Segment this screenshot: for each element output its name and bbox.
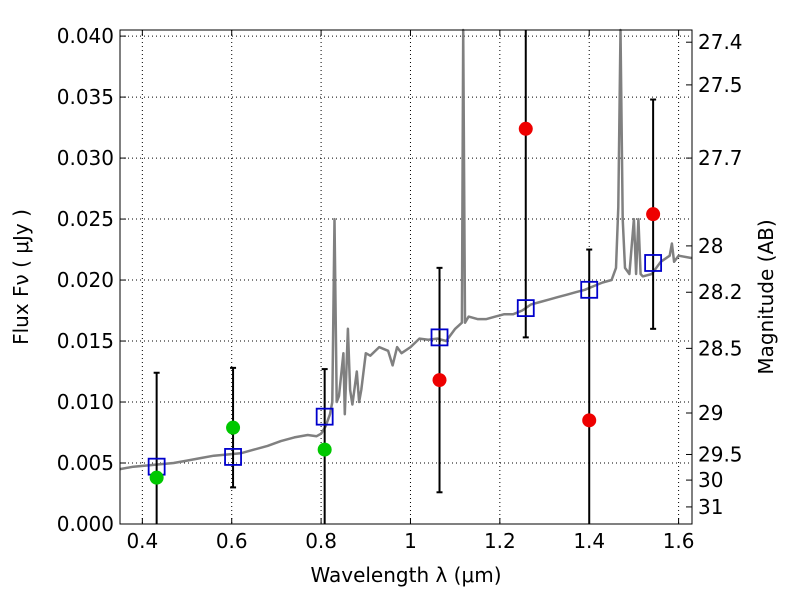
- y-tick-label: 0.000: [57, 512, 114, 536]
- errorbar-layer: [153, 30, 657, 524]
- model-square-marker: [315, 407, 334, 426]
- y-tick-label: 0.015: [57, 329, 114, 353]
- right-tick-label: 28.2: [698, 280, 743, 304]
- observed-point-marker: [646, 207, 661, 222]
- right-tick-label: 29.5: [698, 442, 743, 466]
- right-tick-label: 29: [698, 401, 723, 425]
- x-tick-label: 0.8: [305, 529, 337, 553]
- x-tick-label: 1.2: [484, 529, 516, 553]
- right-tick-label: 31: [698, 495, 723, 519]
- model-square-marker: [644, 254, 663, 272]
- observed-point-marker: [582, 413, 597, 428]
- tick-layer: 0.4 0.6 0.8 1 1.2 1.4 1.6 0.000 0.005 0.010 0.015 0…: [57, 24, 743, 553]
- observed-point-marker: [149, 470, 164, 485]
- right-axis-label: Magnitude (AB): [754, 219, 778, 374]
- y-tick-label: 0.035: [57, 85, 114, 109]
- right-tick-label: 30: [698, 468, 723, 492]
- y-tick-label: 0.025: [57, 207, 114, 231]
- y-tick-label: 0.010: [57, 390, 114, 414]
- x-tick-label: 1: [404, 529, 417, 553]
- spectrum-layer: [119, 28, 693, 471]
- model-square-marker: [430, 328, 449, 347]
- right-tick-label: 27.5: [698, 73, 743, 97]
- x-tick-label: 0.6: [216, 529, 248, 553]
- right-tick-label: 27.7: [698, 146, 743, 170]
- spectrum-line: [119, 28, 693, 471]
- model-square-marker: [224, 448, 242, 466]
- right-tick-label: 27.4: [698, 30, 743, 54]
- observed-point-marker: [317, 442, 332, 457]
- x-tick-label: 1.4: [573, 529, 605, 553]
- y-tick-label: 0.005: [57, 451, 114, 475]
- right-tick-label: 28: [698, 234, 723, 258]
- observed-point-marker: [226, 420, 241, 435]
- x-axis-label: Wavelength λ (μm): [310, 563, 501, 587]
- right-tick-label: 28.5: [698, 336, 743, 360]
- y-tick-label: 0.040: [57, 24, 114, 48]
- marker-layer: [147, 121, 663, 485]
- y-tick-label: 0.020: [57, 268, 114, 292]
- plot-frame: [119, 29, 693, 525]
- y-axis-label: Flux Fν ( μJy ): [9, 209, 33, 345]
- observed-point-marker: [432, 373, 447, 388]
- model-square-marker: [580, 280, 599, 299]
- x-tick-label: 0.4: [126, 529, 158, 553]
- observed-point-marker: [518, 121, 533, 136]
- grid-layer: [120, 30, 692, 524]
- x-tick-label: 1.6: [663, 529, 695, 553]
- model-square-marker: [516, 299, 535, 318]
- y-tick-label: 0.030: [57, 146, 114, 170]
